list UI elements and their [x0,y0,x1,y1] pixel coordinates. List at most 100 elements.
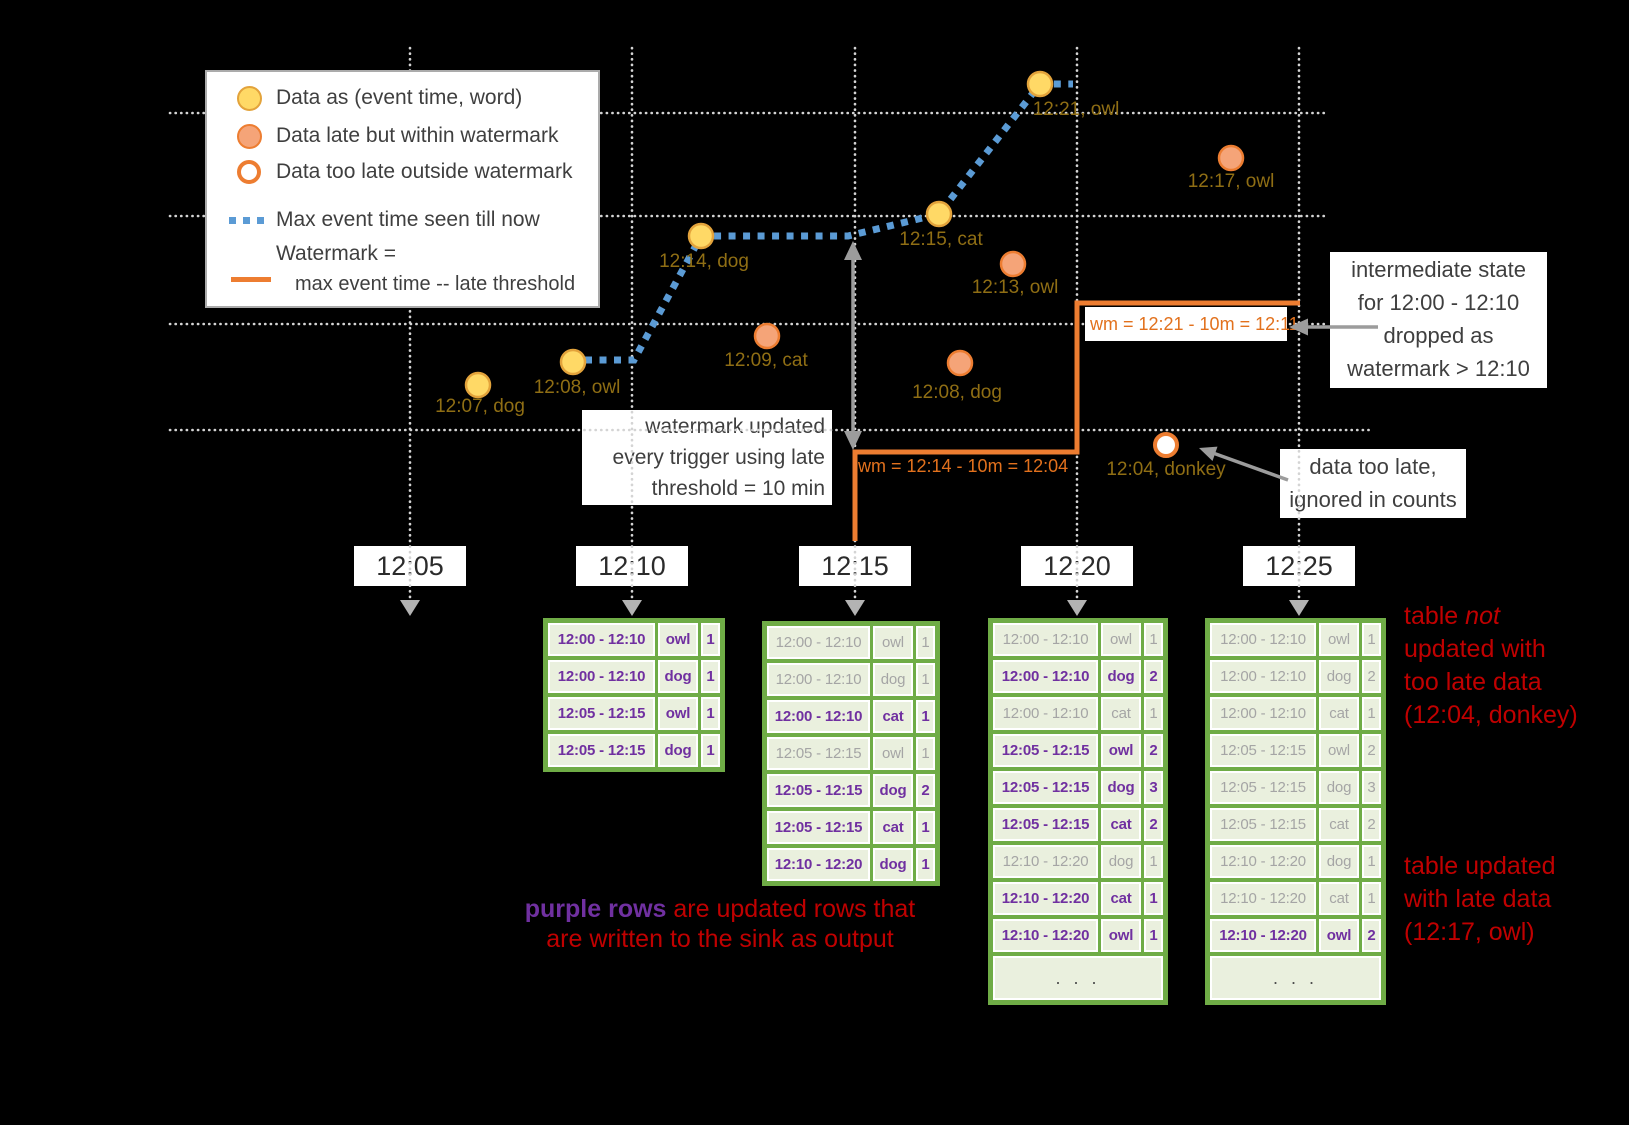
purple-rows-note: purple rows are updated rows that are wri… [500,894,940,954]
result-table-row: 12:05 - 12:15 dog 3 [993,771,1163,804]
note-line: ignored in counts [1289,487,1457,512]
data-point-ontime [1026,70,1054,98]
window-cell: 12:00 - 12:10 [993,660,1098,693]
word-cell: dog [873,848,913,881]
count-cell: 1 [1144,697,1163,730]
too-late-ignored-note: data too late, ignored in counts [1280,449,1466,518]
window-cell: 12:05 - 12:15 [548,697,655,730]
count-cell: 1 [1362,882,1381,915]
word-cell: dog [1319,660,1359,693]
window-cell: 12:05 - 12:15 [1210,734,1316,767]
result-table-row: 12:05 - 12:15 dog 2 [767,774,935,807]
data-point-late [999,250,1027,278]
word-cell: dog [1101,660,1141,693]
result-table-row: 12:05 - 12:15 cat 2 [1210,808,1381,841]
note-line: dropped as [1383,323,1494,348]
result-table-row: 12:00 - 12:10 dog 2 [993,660,1163,693]
count-cell: 2 [1362,660,1381,693]
word-cell: owl [658,623,698,656]
word-cell: cat [1319,697,1359,730]
note-line: are written to the sink as output [546,925,894,953]
window-cell: 12:00 - 12:10 [1210,623,1316,656]
result-table-row: 12:10 - 12:20 dog 1 [993,845,1163,878]
window-cell: 12:00 - 12:10 [993,623,1098,656]
note-line: watermark > 12:10 [1347,356,1530,381]
updated-note: table updated with late data (12:17, owl) [1404,850,1556,949]
window-cell: 12:00 - 12:10 [548,623,655,656]
watermark-label-box: wm = 12:21 - 10m = 12:11 [1085,307,1299,341]
late-point-icon [237,123,262,149]
note-line: watermark updated [645,415,825,438]
word-cell: owl [1101,623,1141,656]
count-cell: 3 [1144,771,1163,804]
legend-label: Data as (event time, word) [276,86,523,109]
arrow-up-icon [844,241,862,260]
note-line: (12:17, owl) [1404,918,1535,946]
word-cell: owl [1319,623,1359,656]
data-point-ontime [925,200,953,228]
result-table-row: 12:00 - 12:10 cat 1 [767,700,935,733]
ontime-point-icon [237,85,262,111]
word-cell: cat [1101,808,1141,841]
window-cell: 12:10 - 12:20 [993,882,1098,915]
note-line: threshold = 10 min [651,477,825,500]
note-line: purple rows are updated rows that [524,895,916,923]
result-table-12-15: 12:00 - 12:10 owl 1 12:00 - 12:10 dog 1 12:00 … [762,621,940,886]
word-cell: owl [1319,734,1359,767]
result-table-12-25: 12:00 - 12:10 owl 1 12:00 - 12:10 dog 2 12:00 … [1205,618,1386,1005]
legend-item: Data too late outside watermark [207,158,598,186]
arrow-down-icon [844,431,862,450]
result-table-row: 12:00 - 12:10 owl 1 [548,623,720,656]
word-cell: dog [658,734,698,767]
note-line: with late data [1404,885,1552,913]
legend-label: Data too late outside watermark [276,160,573,183]
result-table-row: 12:10 - 12:20 dog 1 [767,848,935,881]
word-cell: dog [658,660,698,693]
note-line: updated with [1404,635,1546,663]
window-cell: 12:10 - 12:20 [1210,882,1316,915]
legend-label: Watermark = [276,242,396,265]
result-table-row: 12:10 - 12:20 owl 2 [1210,919,1381,952]
word-cell: owl [1101,919,1141,952]
too-late-point-icon [237,160,261,184]
word-cell: dog [1319,845,1359,878]
result-table-row: 12:10 - 12:20 cat 1 [993,882,1163,915]
axis-arrow-icon [1067,600,1087,616]
window-cell: 12:05 - 12:15 [993,771,1098,804]
legend-item: Data late but within watermark [207,122,598,150]
count-cell: 2 [1362,808,1381,841]
result-table-12-10: 12:00 - 12:10 owl 1 12:00 - 12:10 dog 1 12:05 … [543,618,725,772]
note-line: too late data [1404,668,1542,696]
word-cell: cat [873,811,913,844]
data-point-toolate [1153,432,1179,458]
count-cell: 1 [701,734,720,767]
note-line: (12:04, donkey) [1404,701,1578,729]
arrow-left-icon [1199,446,1218,461]
word-cell: dog [1101,845,1141,878]
result-table-row: 12:10 - 12:20 cat 1 [1210,882,1381,915]
count-cell: 1 [916,626,935,659]
count-cell: 1 [1144,845,1163,878]
count-cell: 1 [1144,919,1163,952]
window-cell: 12:05 - 12:15 [767,811,870,844]
watermark-value-second: wm = 12:21 - 10m = 12:11 [1090,314,1299,334]
table-ellipsis-row: . . . [1210,956,1381,1000]
result-table-row: 12:00 - 12:10 cat 1 [993,697,1163,730]
count-cell: 1 [1144,882,1163,915]
window-cell: 12:00 - 12:10 [993,697,1098,730]
data-point-late [1217,144,1245,172]
count-cell: 2 [1144,808,1163,841]
max-event-time-line-icon [229,216,271,224]
result-table-row: 12:05 - 12:15 cat 2 [993,808,1163,841]
count-cell: 2 [916,774,935,807]
word-cell: cat [1319,808,1359,841]
result-table-row: 12:05 - 12:15 owl 2 [993,734,1163,767]
legend-item: Data as (event time, word) [207,84,598,112]
axis-arrow-icon [400,600,420,616]
window-cell: 12:05 - 12:15 [1210,808,1316,841]
result-table-row: 12:00 - 12:10 owl 1 [993,623,1163,656]
count-cell: 2 [1362,919,1381,952]
result-table-row: 12:05 - 12:15 owl 2 [1210,734,1381,767]
note-line: table updated [1404,852,1556,880]
count-cell: 1 [1362,845,1381,878]
